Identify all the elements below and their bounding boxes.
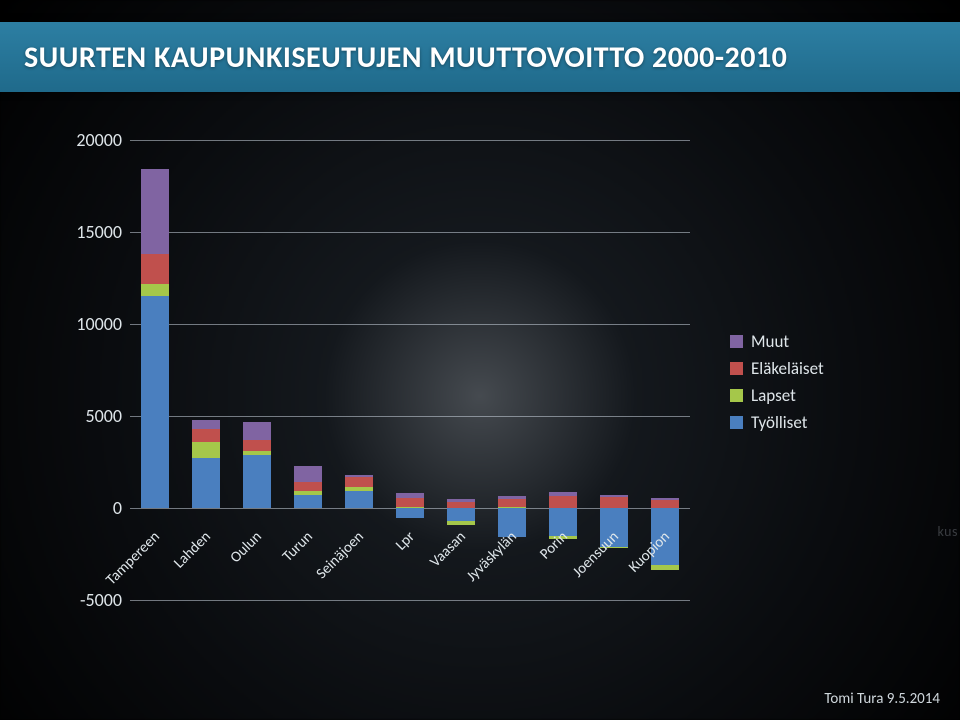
legend-item: Lapset: [730, 385, 824, 406]
slide-title: SUURTEN KAUPUNKISEUTUJEN MUUTTOVOITTO 20…: [0, 39, 787, 76]
bar-segment-tyolliset: [396, 508, 424, 518]
bar-segment-tyolliset: [447, 508, 475, 521]
y-tick-label: 20000: [60, 129, 122, 151]
bar-segment-lapset: [192, 442, 220, 459]
bar-group: [396, 140, 424, 600]
bar-segment-lapset: [141, 284, 169, 297]
legend-label: Lapset: [751, 385, 796, 406]
chart-plot-area: -500005000100001500020000TampereenLahden…: [130, 140, 690, 600]
chart: -500005000100001500020000TampereenLahden…: [60, 130, 900, 660]
bar-segment-elakelaiset: [345, 477, 373, 487]
bar-segment-lapset: [396, 507, 424, 508]
bar-segment-muut: [600, 495, 628, 497]
bar-segment-muut: [141, 169, 169, 254]
bar-segment-muut: [294, 466, 322, 483]
chart-legend: Muut Eläkeläiset Lapset Työlliset: [730, 325, 824, 439]
slide: SUURTEN KAUPUNKISEUTUJEN MUUTTOVOITTO 20…: [0, 0, 960, 720]
bar-segment-lapset: [243, 451, 271, 455]
y-tick-label: 10000: [60, 313, 122, 335]
bar-segment-elakelaiset: [396, 498, 424, 507]
bar-segment-muut: [345, 475, 373, 476]
legend-swatch: [730, 389, 743, 402]
legend-label: Työlliset: [751, 412, 807, 433]
bar-group: [345, 140, 373, 600]
bar-segment-muut: [192, 420, 220, 429]
y-tick-label: -5000: [60, 589, 122, 611]
bar-segment-elakelaiset: [498, 499, 526, 506]
bar-segment-lapset: [447, 521, 475, 525]
bar-group: [141, 140, 169, 600]
legend-swatch: [730, 335, 743, 348]
legend-item: Eläkeläiset: [730, 358, 824, 379]
bar-segment-muut: [447, 499, 475, 502]
legend-label: Muut: [751, 331, 789, 352]
bar-segment-tyolliset: [345, 491, 373, 508]
legend-item: Muut: [730, 331, 824, 352]
bar-group: [294, 140, 322, 600]
bar-segment-muut: [396, 493, 424, 498]
bar-segment-elakelaiset: [192, 429, 220, 442]
legend-swatch: [730, 416, 743, 429]
bar-segment-lapset: [294, 491, 322, 495]
legend-swatch: [730, 362, 743, 375]
bar-segment-elakelaiset: [141, 254, 169, 283]
bar-segment-tyolliset: [141, 296, 169, 508]
bar-segment-muut: [549, 492, 577, 496]
bar-segment-elakelaiset: [243, 440, 271, 451]
watermark-text: kus: [937, 523, 958, 540]
legend-item: Työlliset: [730, 412, 824, 433]
y-tick-label: 5000: [60, 405, 122, 427]
grid-line: [130, 600, 690, 601]
bar-segment-lapset: [345, 487, 373, 492]
title-bar: SUURTEN KAUPUNKISEUTUJEN MUUTTOVOITTO 20…: [0, 22, 960, 92]
bar-segment-tyolliset: [294, 495, 322, 508]
bar-segment-elakelaiset: [447, 502, 475, 508]
bar-segment-lapset: [498, 507, 526, 508]
bar-group: [243, 140, 271, 600]
legend-label: Eläkeläiset: [751, 358, 824, 379]
bar-segment-muut: [498, 496, 526, 499]
bar-segment-muut: [651, 498, 679, 500]
bar-segment-muut: [243, 422, 271, 440]
bar-segment-elakelaiset: [651, 500, 679, 508]
bar-segment-elakelaiset: [600, 497, 628, 508]
bar-segment-elakelaiset: [294, 482, 322, 491]
bar-segment-tyolliset: [192, 458, 220, 508]
bar-group: [192, 140, 220, 600]
bar-segment-tyolliset: [243, 455, 271, 508]
y-tick-label: 0: [60, 497, 122, 519]
bar-segment-lapset: [651, 565, 679, 570]
footer-text: Tomi Tura 9.5.2014: [824, 690, 940, 708]
y-tick-label: 15000: [60, 221, 122, 243]
bar-segment-elakelaiset: [549, 496, 577, 508]
